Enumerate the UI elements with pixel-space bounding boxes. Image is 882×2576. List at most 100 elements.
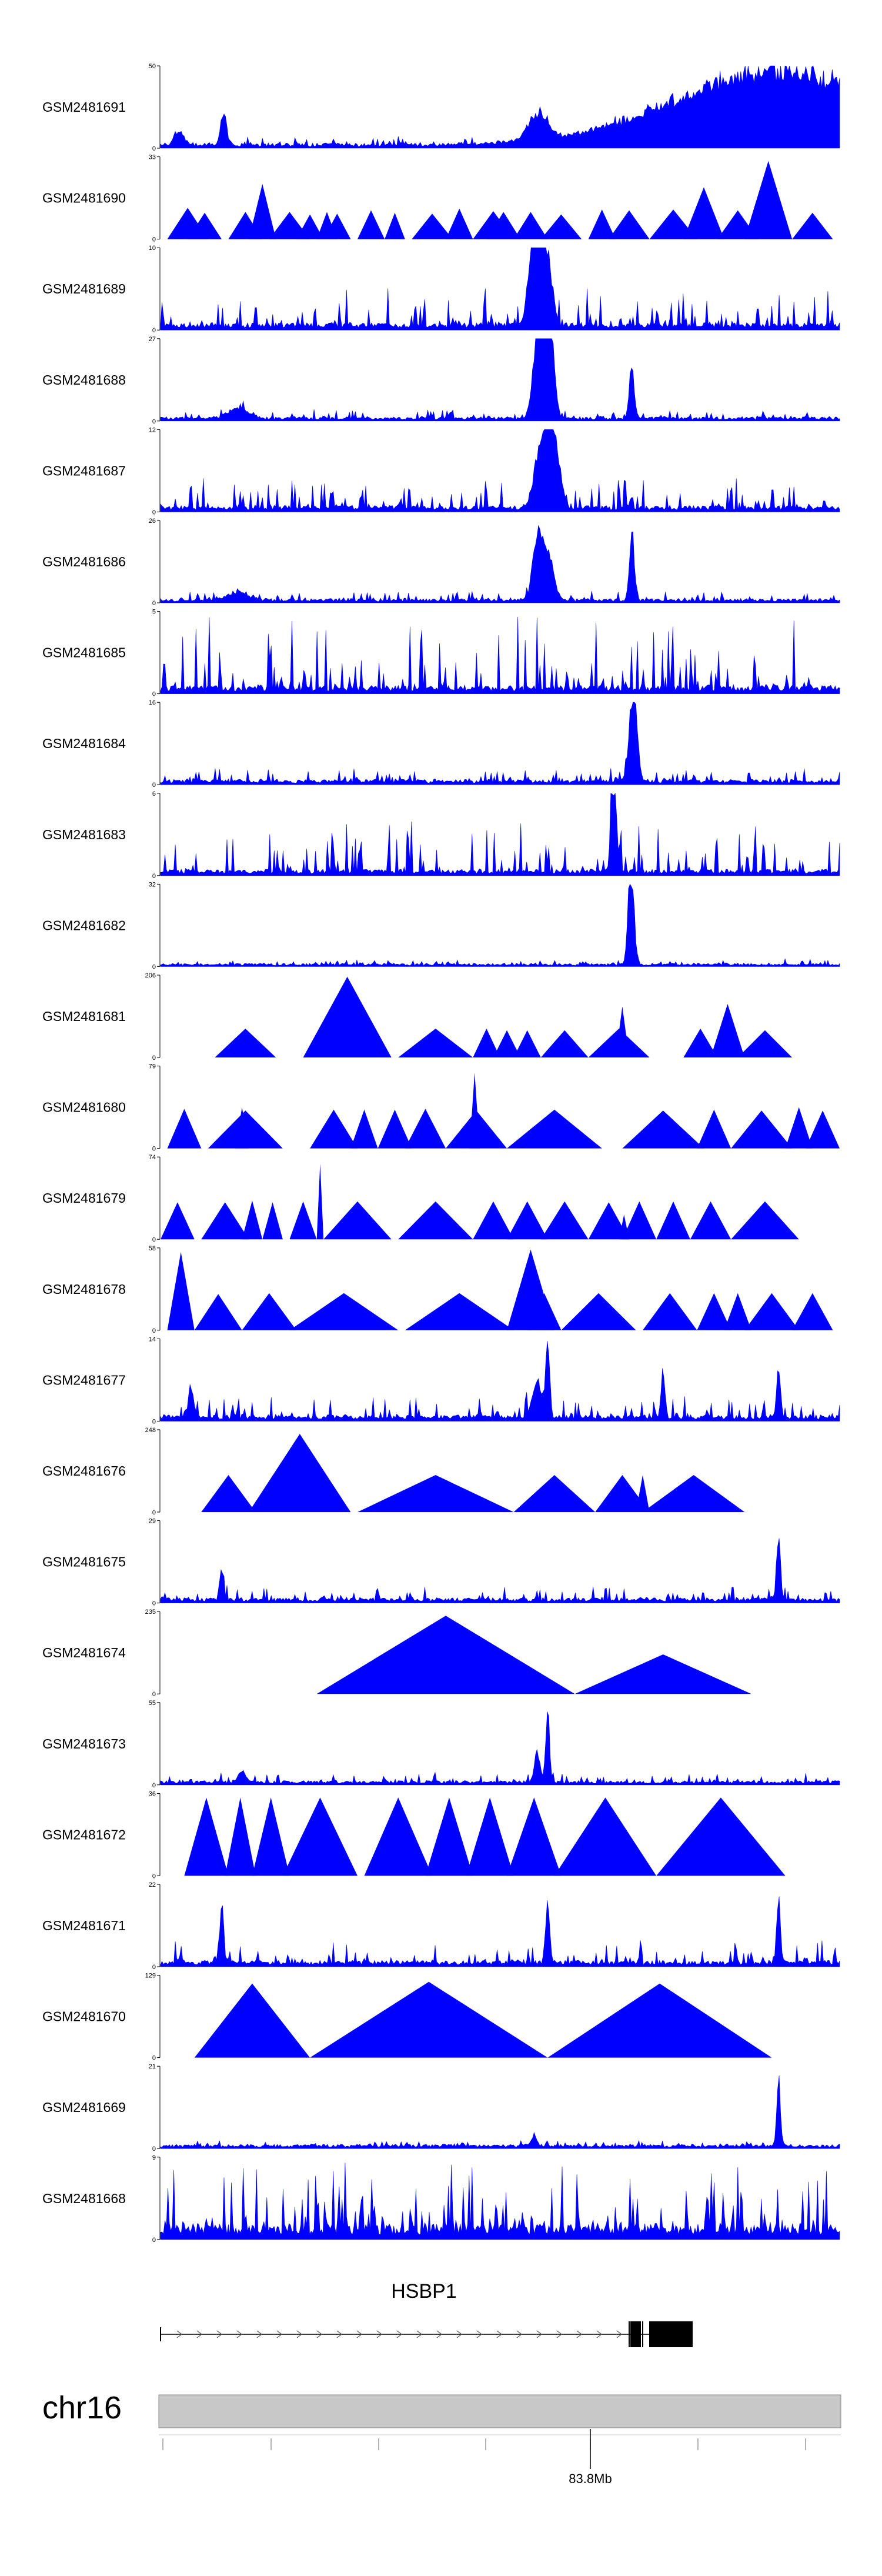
signal-block bbox=[357, 1475, 514, 1512]
gene-model-HSBP1 bbox=[160, 2321, 693, 2347]
track-label: GSM2481687 bbox=[42, 463, 126, 478]
signal-area bbox=[160, 702, 840, 785]
y-max-label: 14 bbox=[149, 1336, 156, 1343]
signal-block bbox=[513, 1030, 541, 1057]
signal-block bbox=[323, 1201, 392, 1240]
track-GSM2481672: GSM2481672 36 0 bbox=[42, 1790, 786, 1880]
gene-name-label: HSBP1 bbox=[391, 2280, 457, 2303]
signal-block bbox=[683, 1029, 718, 1057]
y-zero-label: 0 bbox=[152, 1782, 156, 1789]
signal-block bbox=[507, 1201, 548, 1240]
y-max-label: 55 bbox=[149, 1700, 156, 1707]
signal-block bbox=[513, 1475, 596, 1512]
signal-tracks: GSM2481691500GSM2481690330GSM2481689100G… bbox=[42, 63, 840, 2244]
y-max-label: 206 bbox=[145, 972, 156, 979]
signal-block bbox=[561, 1293, 636, 1330]
signal-block bbox=[731, 1201, 799, 1240]
track-GSM2481669: GSM2481669 21 0 bbox=[42, 2063, 840, 2153]
signal-block bbox=[595, 1475, 650, 1512]
signal-block bbox=[289, 1201, 317, 1240]
signal-area bbox=[160, 338, 840, 422]
track-GSM2481689: GSM2481689 10 0 bbox=[42, 245, 840, 334]
track-GSM2481671: GSM2481671 22 0 bbox=[42, 1881, 840, 1971]
track-GSM2481685: GSM2481685 5 0 bbox=[42, 609, 840, 698]
strand-arrow bbox=[236, 2330, 242, 2338]
track-GSM2481686: GSM2481686 26 0 bbox=[42, 518, 840, 607]
signal-area bbox=[160, 65, 840, 149]
signal-block bbox=[364, 1797, 432, 1876]
y-zero-label: 0 bbox=[152, 327, 156, 334]
signal-block bbox=[316, 1163, 324, 1240]
strand-arrow bbox=[376, 2330, 382, 2338]
signal-block bbox=[724, 1293, 751, 1330]
y-max-label: 22 bbox=[149, 1881, 156, 1888]
signal-block bbox=[486, 212, 521, 239]
strand-arrow bbox=[536, 2330, 542, 2338]
y-max-label: 58 bbox=[149, 1245, 156, 1252]
track-label: GSM2481682 bbox=[42, 917, 126, 933]
signal-block bbox=[242, 1200, 263, 1240]
signal-block bbox=[398, 1029, 473, 1057]
signal-block bbox=[405, 1293, 514, 1330]
strand-arrow bbox=[456, 2330, 462, 2338]
signal-block bbox=[744, 161, 793, 239]
strand-arrow bbox=[276, 2330, 282, 2338]
track-label: GSM2481672 bbox=[42, 1827, 126, 1842]
signal-block bbox=[609, 210, 650, 239]
genome-coordinate-axis bbox=[159, 2429, 841, 2469]
track-label: GSM2481678 bbox=[42, 1282, 126, 1297]
track-GSM2481670: GSM2481670 129 0 bbox=[42, 1973, 772, 2062]
signal-block bbox=[744, 1293, 799, 1330]
signal-block bbox=[377, 1109, 412, 1149]
signal-block bbox=[710, 1004, 745, 1057]
signal-block bbox=[649, 209, 697, 239]
signal-block bbox=[656, 1797, 786, 1876]
y-max-label: 74 bbox=[149, 1154, 156, 1161]
track-GSM2481668: GSM2481668 9 0 bbox=[42, 2154, 840, 2244]
strand-arrow bbox=[476, 2330, 482, 2338]
y-max-label: 36 bbox=[149, 1790, 156, 1797]
signal-block bbox=[656, 1201, 690, 1240]
signal-block bbox=[398, 1201, 473, 1240]
track-GSM2481678: GSM2481678 58 0 bbox=[42, 1245, 833, 1334]
y-zero-label: 0 bbox=[152, 1146, 156, 1153]
strand-arrow bbox=[256, 2330, 262, 2338]
track-label: GSM2481690 bbox=[42, 191, 126, 206]
signal-block bbox=[350, 1109, 378, 1149]
signal-block bbox=[469, 1072, 480, 1149]
signal-block bbox=[161, 1202, 195, 1240]
y-max-label: 33 bbox=[149, 154, 156, 161]
y-zero-label: 0 bbox=[152, 236, 156, 243]
signal-block bbox=[643, 1293, 697, 1330]
signal-block bbox=[540, 214, 582, 239]
y-max-label: 27 bbox=[149, 336, 156, 343]
y-zero-label: 0 bbox=[152, 1964, 156, 1971]
signal-block bbox=[615, 1006, 629, 1057]
y-max-label: 29 bbox=[149, 1518, 156, 1525]
track-GSM2481683: GSM2481683 6 0 bbox=[42, 790, 840, 880]
signal-block bbox=[188, 212, 222, 239]
y-max-label: 32 bbox=[149, 881, 156, 888]
y-zero-label: 0 bbox=[152, 1873, 156, 1880]
y-zero-label: 0 bbox=[152, 1509, 156, 1516]
y-zero-label: 0 bbox=[152, 963, 156, 970]
track-label: GSM2481680 bbox=[42, 1100, 126, 1115]
strand-arrow bbox=[296, 2330, 302, 2338]
track-GSM2481690: GSM2481690 33 0 bbox=[42, 154, 833, 243]
strand-arrow bbox=[516, 2330, 522, 2338]
y-zero-label: 0 bbox=[152, 145, 156, 152]
signal-block bbox=[225, 1797, 256, 1876]
strand-arrow bbox=[396, 2330, 402, 2338]
signal-block bbox=[316, 1616, 575, 1694]
signal-block bbox=[262, 1202, 283, 1240]
signal-block bbox=[466, 1797, 514, 1876]
track-GSM2481674: GSM2481674 235 0 bbox=[42, 1609, 751, 1698]
signal-area bbox=[160, 616, 840, 694]
signal-area bbox=[160, 2076, 840, 2149]
signal-block bbox=[249, 1434, 351, 1512]
signal-block bbox=[588, 1202, 629, 1240]
track-label: GSM2481673 bbox=[42, 1736, 126, 1751]
y-max-label: 248 bbox=[145, 1427, 156, 1434]
signal-block bbox=[588, 209, 616, 239]
track-label: GSM2481685 bbox=[42, 645, 126, 660]
